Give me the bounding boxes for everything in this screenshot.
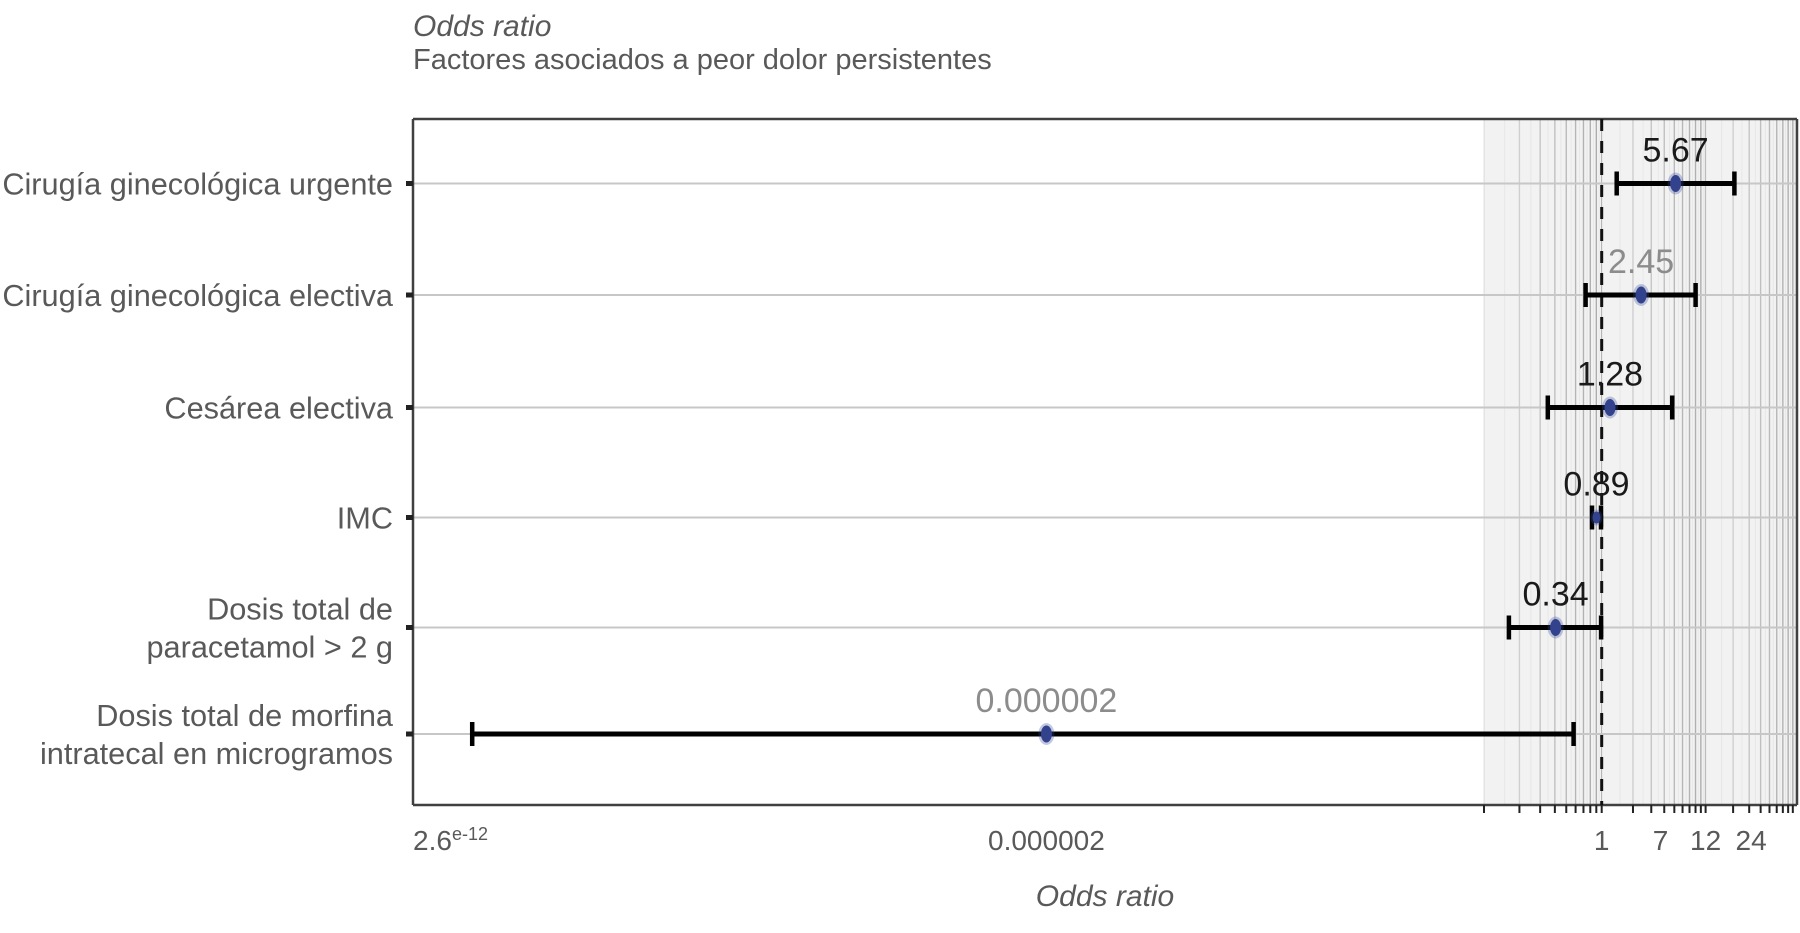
svg-text:Dosis total de morfina: Dosis total de morfina bbox=[96, 698, 394, 733]
svg-text:paracetamol > 2 g: paracetamol > 2 g bbox=[146, 630, 393, 665]
svg-text:0.000002: 0.000002 bbox=[975, 682, 1117, 720]
svg-text:2.6e-12: 2.6e-12 bbox=[413, 824, 488, 856]
svg-text:7: 7 bbox=[1653, 825, 1669, 856]
svg-text:Dosis total de: Dosis total de bbox=[207, 592, 393, 627]
svg-text:0.89: 0.89 bbox=[1563, 466, 1629, 504]
svg-text:Cirugía ginecológica electiva: Cirugía ginecológica electiva bbox=[2, 278, 394, 313]
svg-text:12: 12 bbox=[1690, 825, 1721, 856]
svg-text:5.67: 5.67 bbox=[1643, 132, 1709, 170]
svg-text:0.34: 0.34 bbox=[1523, 576, 1589, 614]
svg-text:0.000002: 0.000002 bbox=[988, 825, 1105, 856]
svg-text:1: 1 bbox=[1594, 825, 1610, 856]
svg-text:2.45: 2.45 bbox=[1608, 243, 1674, 281]
svg-text:IMC: IMC bbox=[337, 501, 393, 536]
svg-text:Cesárea electiva: Cesárea electiva bbox=[164, 391, 394, 426]
svg-text:Cirugía ginecológica urgente: Cirugía ginecológica urgente bbox=[2, 167, 393, 202]
svg-text:intratecal en microgramos: intratecal en microgramos bbox=[40, 736, 393, 771]
svg-text:1.28: 1.28 bbox=[1577, 356, 1643, 394]
svg-text:24: 24 bbox=[1736, 825, 1767, 856]
